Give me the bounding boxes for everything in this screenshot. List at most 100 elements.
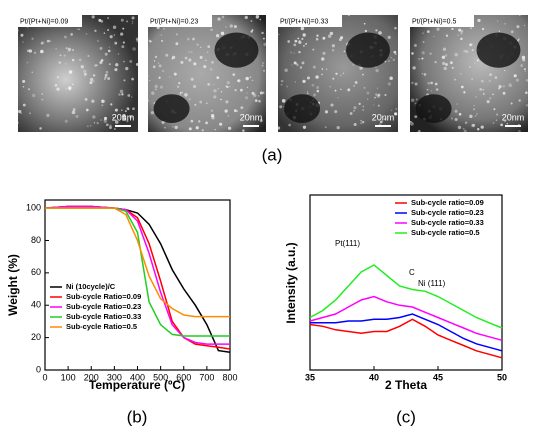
particle <box>502 91 506 95</box>
particle <box>210 28 213 32</box>
caption: (a) <box>262 145 283 164</box>
particle <box>324 110 329 114</box>
particle <box>108 46 110 48</box>
particle <box>251 29 254 31</box>
particle <box>353 106 357 110</box>
plot-frame <box>309 194 503 371</box>
particle <box>240 106 244 110</box>
particle <box>94 29 97 33</box>
particle <box>254 99 258 103</box>
particle <box>277 126 281 130</box>
particle <box>161 120 165 124</box>
particle <box>104 73 108 77</box>
particle <box>158 76 161 79</box>
particle <box>296 64 299 67</box>
particle <box>414 82 418 86</box>
particle <box>444 54 448 57</box>
particle <box>203 65 207 69</box>
particle <box>258 99 261 103</box>
particle <box>460 29 464 33</box>
particle <box>261 64 264 67</box>
particle <box>525 104 529 107</box>
particle <box>121 93 124 96</box>
particle <box>316 85 320 89</box>
particle <box>205 121 208 125</box>
particle <box>239 88 243 92</box>
legend-label: Sub-cycle ratio=0.33 <box>411 218 484 227</box>
particle <box>494 76 498 79</box>
particle <box>215 34 220 38</box>
particle <box>119 89 124 94</box>
particle <box>450 61 453 65</box>
particle <box>322 51 326 55</box>
particle <box>261 31 264 35</box>
particle <box>286 85 288 88</box>
particle <box>460 73 462 75</box>
particle <box>217 88 219 90</box>
particle <box>179 91 182 94</box>
legend-label: Sub-cycle Ratio=0.5 <box>66 322 137 331</box>
particle <box>195 126 199 130</box>
particle <box>131 20 134 23</box>
particle <box>210 113 215 118</box>
particle <box>389 76 393 81</box>
particle <box>518 99 521 102</box>
particle <box>253 93 257 97</box>
particle <box>210 109 214 112</box>
x-tick-label: 200 <box>84 372 99 382</box>
particle <box>28 49 33 53</box>
particle <box>188 127 192 131</box>
particle <box>493 108 496 111</box>
void <box>415 94 452 123</box>
particle <box>361 73 364 76</box>
particle <box>122 60 125 63</box>
x-tick-label: 40 <box>369 372 379 382</box>
particle <box>121 45 125 49</box>
particle <box>147 75 149 77</box>
particle <box>242 129 245 132</box>
particle <box>207 45 211 49</box>
particle <box>306 92 309 95</box>
particle <box>301 61 305 65</box>
particle <box>475 96 478 98</box>
particle <box>115 63 119 67</box>
particle <box>471 78 474 81</box>
particle <box>395 108 397 110</box>
particle <box>482 88 485 91</box>
particle <box>470 27 472 30</box>
y-tick-label: 100 <box>26 202 41 212</box>
particle <box>441 55 446 59</box>
x-tick-label: 500 <box>153 372 168 382</box>
particle <box>41 93 44 95</box>
particle <box>72 108 76 112</box>
particle <box>349 112 353 115</box>
particle <box>464 121 468 124</box>
particle <box>306 90 309 93</box>
particle <box>161 69 165 73</box>
x-tick-label: 800 <box>222 372 237 382</box>
particle <box>190 50 193 53</box>
particle <box>26 61 29 64</box>
particle <box>114 68 118 72</box>
particle <box>227 126 232 130</box>
particle <box>434 60 437 64</box>
legend-label: Sub-cycle Ratio=0.33 <box>66 312 141 321</box>
particle <box>421 73 423 75</box>
particle <box>109 126 112 130</box>
particle <box>362 105 364 108</box>
particle <box>188 58 192 62</box>
particle <box>109 35 113 39</box>
particle <box>249 76 252 78</box>
particle <box>112 25 117 29</box>
particle <box>486 100 490 104</box>
particle <box>46 39 50 43</box>
x-tick-label: 600 <box>176 372 191 382</box>
particle <box>395 113 398 115</box>
particle <box>298 40 302 44</box>
void <box>476 32 521 68</box>
particle <box>103 78 106 80</box>
particle <box>375 68 379 73</box>
legend-label: Sub-cycle ratio=0.5 <box>411 228 480 237</box>
particle <box>246 86 249 89</box>
particle <box>497 20 499 22</box>
